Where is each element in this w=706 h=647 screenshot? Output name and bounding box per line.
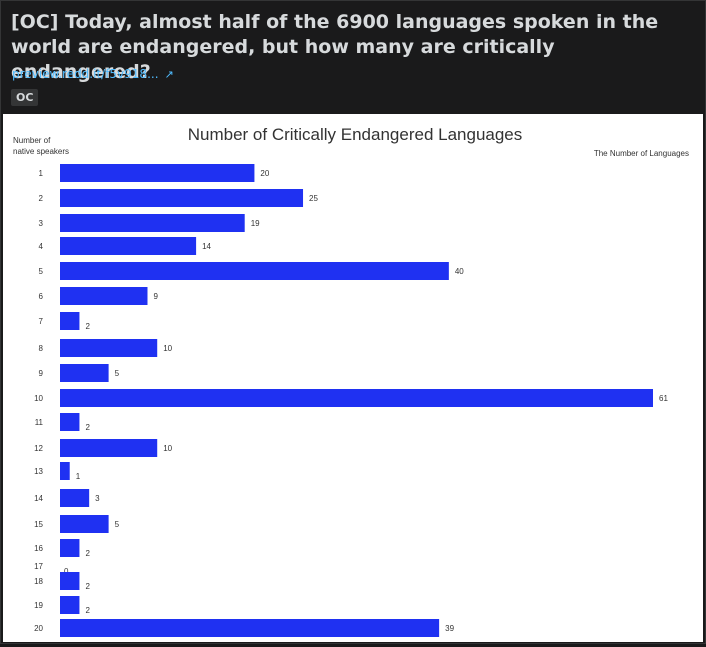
chart-title: Number of Critically Endangered Language… <box>188 125 523 144</box>
bar <box>60 287 148 305</box>
category-label: 16 <box>34 544 43 553</box>
bar <box>60 389 653 407</box>
value-label: 14 <box>202 242 211 251</box>
post-link-text[interactable]: preview.redd.it/f5v918... <box>12 67 159 81</box>
y-axis-label: Number of native speakers <box>13 136 69 156</box>
bar <box>60 339 158 357</box>
bar <box>60 262 449 280</box>
category-label: 2 <box>39 194 44 203</box>
value-label: 19 <box>251 219 260 228</box>
value-label: 2 <box>85 582 90 591</box>
bar-chart: Number of Critically Endangered Language… <box>13 125 689 637</box>
value-label: 10 <box>163 444 172 453</box>
post-flair[interactable]: OC <box>11 89 39 106</box>
value-label: 25 <box>309 194 318 203</box>
value-label: 10 <box>163 344 172 353</box>
category-label: 7 <box>39 317 44 326</box>
category-label: 17 <box>34 562 43 571</box>
category-label: 4 <box>39 242 44 251</box>
category-label: 11 <box>35 418 44 427</box>
value-label: 2 <box>85 322 90 331</box>
value-label: 39 <box>445 624 454 633</box>
category-label: 6 <box>39 292 44 301</box>
bar <box>60 237 197 255</box>
bar <box>60 189 304 207</box>
bar <box>60 164 255 182</box>
category-label: 1 <box>39 169 44 178</box>
bar <box>60 364 109 382</box>
bar <box>60 539 80 557</box>
bar <box>60 596 80 614</box>
category-label: 19 <box>34 601 43 610</box>
value-label: 5 <box>115 520 120 529</box>
chart-image[interactable]: Number of Critically Endangered Language… <box>3 114 703 642</box>
category-label: 13 <box>34 467 43 476</box>
category-label: 3 <box>39 219 44 228</box>
y-axis-label-line-1: Number of <box>13 136 51 145</box>
value-label: 61 <box>659 394 668 403</box>
category-label: 5 <box>39 267 44 276</box>
category-label: 8 <box>39 344 44 353</box>
category-label: 12 <box>34 444 43 453</box>
y-axis-label-line-2: native speakers <box>13 147 69 156</box>
bar <box>60 572 80 590</box>
value-label: 0 <box>64 567 69 576</box>
value-label: 2 <box>85 423 90 432</box>
category-label: 14 <box>34 494 43 503</box>
post-title[interactable]: [OC] Today, almost half of the 6900 lang… <box>11 11 659 83</box>
bar <box>60 489 90 507</box>
category-label: 18 <box>34 577 43 586</box>
value-label: 5 <box>115 369 120 378</box>
category-label: 9 <box>39 369 44 378</box>
bar <box>60 439 158 457</box>
value-label: 40 <box>455 267 464 276</box>
value-label: 2 <box>85 549 90 558</box>
value-label: 20 <box>260 169 269 178</box>
category-label: 20 <box>34 624 43 633</box>
x-axis-label: The Number of Languages <box>594 149 689 158</box>
bar <box>60 214 245 232</box>
category-label: 10 <box>34 394 43 403</box>
value-label: 1 <box>76 472 81 481</box>
bar <box>60 619 440 637</box>
bar <box>60 312 80 330</box>
bar <box>60 413 80 431</box>
category-label: 15 <box>34 520 43 529</box>
value-label: 9 <box>153 292 158 301</box>
bar <box>60 515 109 533</box>
value-label: 3 <box>95 494 100 503</box>
value-label: 2 <box>85 606 90 615</box>
post-link[interactable]: preview.redd.it/f5v918... ↗ <box>12 67 174 81</box>
external-link-icon: ↗ <box>164 68 174 81</box>
bar <box>60 462 70 480</box>
